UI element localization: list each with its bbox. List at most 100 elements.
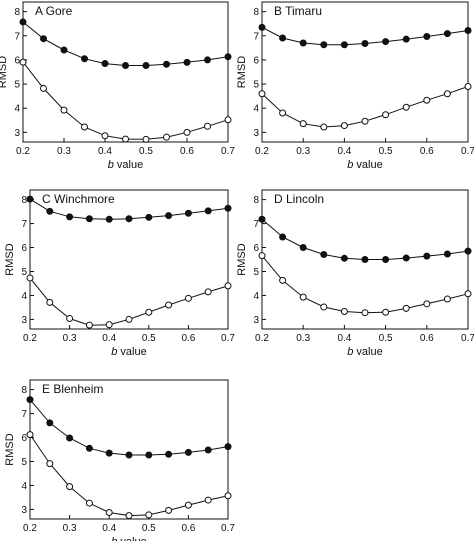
x-tick-label: 0.7 (461, 333, 474, 344)
filled-data-point (258, 23, 266, 31)
filled-data-point (299, 39, 307, 47)
filled-data-point (299, 244, 307, 252)
y-tick-label: 4 (21, 291, 27, 302)
filled-data-point (320, 41, 328, 49)
open-data-point (19, 58, 27, 66)
open-data-point (66, 483, 74, 491)
x-tick-label: 0.7 (221, 523, 235, 534)
x-tick-label: 0.4 (337, 333, 351, 344)
x-tick-label: 0.7 (461, 146, 474, 157)
panel-title: C Winchmore (42, 192, 115, 206)
y-tick-label: 3 (21, 505, 27, 516)
y-tick-label: 3 (253, 315, 259, 326)
x-tick-label: 0.5 (142, 523, 156, 534)
x-tick-label: 0.3 (63, 523, 77, 534)
filled-data-point (423, 252, 431, 260)
filled-data-point (184, 448, 192, 456)
x-tick-label: 0.6 (181, 333, 195, 344)
filled-data-point (224, 443, 232, 451)
open-data-point (423, 300, 431, 308)
open-data-point (101, 132, 109, 140)
x-tick-label: 0.2 (23, 523, 37, 534)
open-data-point (81, 123, 88, 131)
filled-data-point (224, 204, 232, 212)
open-data-point (299, 293, 307, 301)
plot-frame (261, 1, 469, 143)
open-data-point (224, 492, 232, 500)
open-data-point (26, 431, 34, 439)
open-data-point (224, 116, 232, 124)
open-data-point (60, 106, 68, 114)
open-data-point (279, 109, 287, 117)
open-data-point (26, 274, 34, 282)
filled-data-point (340, 254, 348, 262)
y-axis-title: RMSD (236, 243, 248, 275)
open-data-point (361, 309, 369, 317)
y-tick-label: 8 (21, 385, 27, 396)
filled-data-point (423, 33, 431, 41)
open-data-point (46, 298, 54, 306)
filled-data-point (125, 451, 133, 459)
open-data-point (258, 90, 266, 98)
open-data-point (464, 82, 472, 90)
y-tick-label: 3 (253, 128, 259, 139)
filled-series-line (261, 218, 469, 260)
open-series-line (29, 434, 229, 517)
x-tick-label: 0.5 (379, 146, 393, 157)
filled-series-line (22, 21, 229, 66)
open-data-point (145, 308, 153, 316)
y-axis-title: RMSD (4, 243, 16, 275)
filled-data-point (165, 450, 173, 458)
open-data-point (464, 290, 472, 298)
filled-data-point (340, 41, 348, 49)
filled-data-point (443, 30, 451, 38)
open-series-line (22, 61, 229, 140)
x-axis-title: b value (347, 346, 382, 358)
open-data-point (66, 314, 74, 322)
open-data-point (105, 321, 113, 329)
filled-data-point (204, 446, 212, 454)
filled-data-point (361, 40, 369, 48)
filled-data-point (145, 451, 153, 459)
filled-data-point (85, 215, 93, 223)
open-data-point (299, 120, 307, 128)
filled-data-point (204, 56, 211, 64)
open-data-point (105, 509, 113, 517)
chart-panel-4: 0.2 0.3 0.4 0.5 0.6 0.7 3 4 5 6 7 8 b value RMSD D Lin… (236, 189, 474, 358)
filled-data-point (361, 256, 369, 263)
plot-frame (29, 379, 229, 520)
open-data-point (85, 499, 93, 507)
filled-data-point (85, 444, 93, 452)
y-tick-label: 6 (253, 243, 259, 254)
y-tick-label: 7 (21, 409, 27, 420)
y-tick-label: 7 (253, 31, 259, 42)
y-axis-title: RMSD (0, 56, 9, 88)
y-tick-label: 8 (21, 195, 27, 206)
filled-data-point (105, 215, 113, 223)
open-data-point (382, 111, 390, 119)
y-tick-label: 3 (14, 128, 20, 139)
filled-data-point (183, 58, 191, 66)
x-tick-label: 0.4 (98, 146, 112, 157)
filled-data-point (145, 213, 153, 221)
open-data-point (163, 133, 170, 141)
x-tick-label: 0.3 (63, 333, 77, 344)
x-tick-label: 0.3 (296, 333, 310, 344)
x-tick-label: 0.3 (296, 146, 310, 157)
y-tick-label: 5 (21, 457, 27, 468)
filled-data-point (46, 207, 54, 215)
plot-frame (261, 189, 469, 330)
filled-data-point (81, 55, 88, 63)
x-tick-label: 0.4 (337, 146, 351, 157)
y-tick-label: 7 (253, 219, 259, 230)
y-tick-label: 6 (21, 243, 27, 254)
filled-data-point (184, 209, 192, 217)
open-data-point (204, 496, 212, 504)
x-axis-title: b value (108, 159, 143, 171)
panel-title: B Timaru (274, 4, 322, 18)
x-tick-label: 0.7 (221, 333, 235, 344)
open-data-point (382, 308, 390, 316)
chart-panel-1: 0.2 0.3 0.4 0.5 0.6 0.7 3 4 5 6 7 8 b value RMSD A Gor… (0, 1, 235, 171)
chart-panel-2: 0.2 0.3 0.4 0.5 0.6 0.7 3 4 5 6 7 8 b value RMSD B Tim… (236, 1, 474, 171)
open-data-point (204, 122, 211, 130)
